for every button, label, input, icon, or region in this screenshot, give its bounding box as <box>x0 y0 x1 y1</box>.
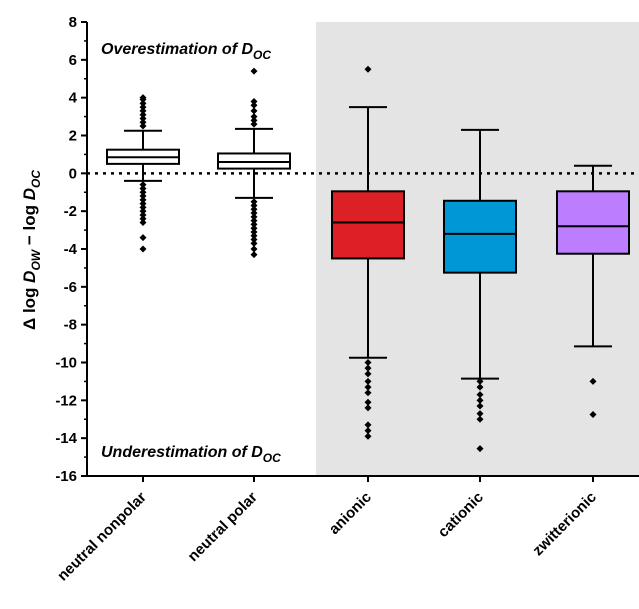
outlier-point <box>139 215 147 223</box>
outlier-point <box>250 116 258 124</box>
outlier-point <box>250 113 258 121</box>
outlier-point <box>139 118 147 126</box>
outlier-point <box>250 213 258 221</box>
x-tick-label-cationic: cationic <box>435 489 487 541</box>
outlier-point <box>476 391 484 399</box>
outlier-point <box>250 228 258 236</box>
y-tick-label: -10 <box>55 355 77 372</box>
x-tick-label-neutral-polar: neutral polar <box>185 489 261 565</box>
outlier-point <box>139 111 147 119</box>
y-tick-label: -2 <box>64 203 77 220</box>
box-body <box>331 190 405 260</box>
outlier-point <box>476 396 484 404</box>
y-tick-label: -4 <box>64 241 78 258</box>
y-tick-label: 4 <box>69 90 78 107</box>
outlier-point <box>476 445 484 453</box>
outlier-point <box>139 234 147 242</box>
outlier-point <box>364 404 372 412</box>
outlier-point <box>476 402 484 410</box>
outlier-point <box>589 411 597 419</box>
y-tick-label: -8 <box>64 317 77 334</box>
box-zwitterionic <box>556 164 630 419</box>
outlier-point <box>139 200 147 208</box>
outlier-point <box>139 245 147 253</box>
outlier-point <box>139 207 147 215</box>
box-neutral-polar <box>217 67 291 259</box>
outlier-point <box>139 196 147 204</box>
y-tick-label: -6 <box>64 279 77 296</box>
y-axis-label: Δ log DOW − log DOC <box>20 170 43 330</box>
outlier-point <box>250 101 258 109</box>
outlier-point <box>250 236 258 244</box>
y-tick-label: 6 <box>69 52 77 69</box>
outlier-point <box>139 107 147 115</box>
y-tick-label: -16 <box>55 468 77 485</box>
box-body <box>443 199 517 274</box>
box-neutral-nonpolar <box>106 94 180 253</box>
outlier-point <box>139 103 147 111</box>
box-body <box>556 190 630 255</box>
outlier-point <box>139 181 147 189</box>
outlier-point <box>250 220 258 228</box>
outlier-point <box>364 65 372 73</box>
outlier-point <box>250 239 258 247</box>
outlier-point <box>476 383 484 391</box>
outlier-point <box>250 198 258 206</box>
outlier-point <box>364 377 372 385</box>
outlier-point <box>364 389 372 397</box>
outlier-point <box>139 192 147 200</box>
outlier-point <box>364 359 372 366</box>
outlier-point <box>364 427 372 435</box>
outlier-point <box>250 67 258 75</box>
outlier-point <box>250 120 258 128</box>
outlier-point <box>139 203 147 211</box>
outlier-point <box>364 383 372 391</box>
outlier-point <box>139 99 147 107</box>
outlier-point <box>476 415 484 423</box>
outlier-point <box>364 370 372 378</box>
outlier-point <box>139 184 147 192</box>
outlier-point <box>139 114 147 122</box>
outlier-point <box>139 188 147 196</box>
outlier-point <box>364 421 372 429</box>
box-anionic <box>331 65 405 440</box>
y-tick-label: -14 <box>55 430 77 447</box>
outlier-point <box>250 107 258 115</box>
outlier-point <box>250 251 258 259</box>
outlier-point <box>139 211 147 219</box>
overestimation-annotation: Overestimation of DOC <box>101 41 271 62</box>
x-tick-label-zwitterionic: zwitterionic <box>529 489 599 559</box>
outlier-point <box>364 364 372 372</box>
x-tick-label-anionic: anionic <box>326 489 375 538</box>
outlier-point <box>250 245 258 253</box>
outlier-point <box>476 410 484 418</box>
outlier-point <box>250 224 258 232</box>
outlier-point <box>250 97 258 105</box>
y-tick-label: 8 <box>69 14 77 31</box>
outlier-point <box>250 201 258 209</box>
outlier-point <box>250 209 258 217</box>
outlier-point <box>364 398 372 406</box>
outlier-point <box>364 432 372 440</box>
outlier-point <box>139 94 147 102</box>
box-cationic <box>443 128 517 453</box>
outlier-point <box>250 217 258 225</box>
outlier-point <box>139 122 147 130</box>
y-tick-label: -12 <box>55 392 77 409</box>
outlier-point <box>250 205 258 213</box>
underestimation-annotation: Underestimation of DOC <box>101 444 281 465</box>
outlier-point <box>589 377 597 385</box>
outlier-point <box>139 219 147 227</box>
y-tick-label: 0 <box>69 165 77 182</box>
outlier-point <box>476 377 484 385</box>
outlier-point <box>250 232 258 240</box>
x-tick-label-neutral-nonpolar: neutral nonpolar <box>54 489 150 585</box>
boxes-layer <box>106 65 630 453</box>
y-tick-label: 2 <box>69 128 77 145</box>
